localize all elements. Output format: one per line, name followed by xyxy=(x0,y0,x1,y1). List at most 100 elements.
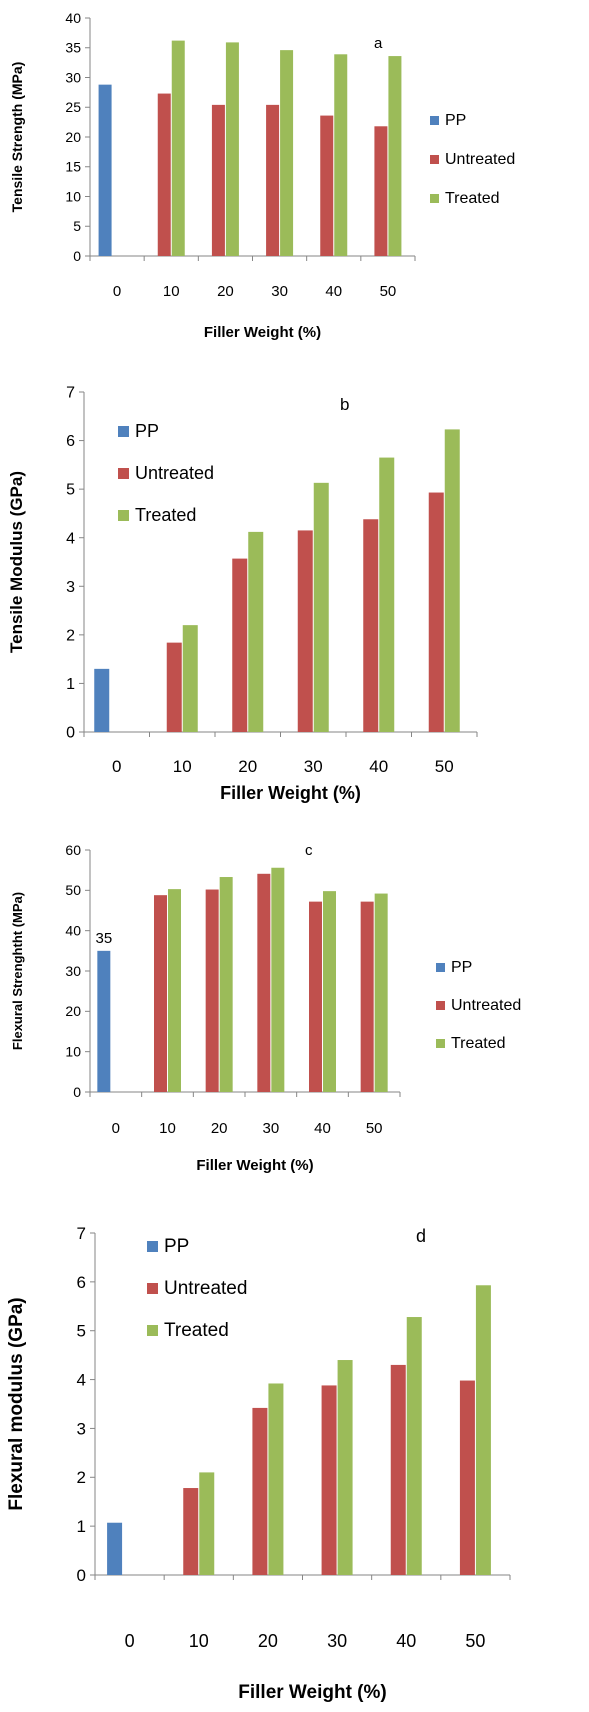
bar-treated-10 xyxy=(182,625,198,732)
legend-label-treated: Treated xyxy=(135,505,196,525)
bar-treated-40 xyxy=(334,54,348,256)
x-tick-label: 10 xyxy=(173,757,192,776)
bar-treated-50 xyxy=(388,56,402,256)
bar-untreated-50 xyxy=(428,492,444,732)
y-axis-label: Tensile Strength (MPa) xyxy=(9,62,25,213)
x-tick-label: 20 xyxy=(258,1631,278,1651)
y-tick-label: 0 xyxy=(77,1566,86,1585)
y-tick-label: 7 xyxy=(77,1224,86,1243)
legend-label-pp: PP xyxy=(164,1236,189,1257)
bar-untreated-10 xyxy=(166,642,182,732)
x-tick-label: 10 xyxy=(163,283,180,300)
x-tick-label: 30 xyxy=(304,757,323,776)
panel-annotation: d xyxy=(416,1226,426,1246)
bar-treated-20 xyxy=(268,1383,284,1575)
bar-treated-30 xyxy=(280,50,294,256)
y-tick-label: 30 xyxy=(65,69,81,85)
y-tick-label: 5 xyxy=(73,218,81,234)
bar-untreated-30 xyxy=(297,530,313,732)
legend-label-pp: PP xyxy=(451,959,472,976)
x-tick-label: 20 xyxy=(211,1120,228,1137)
bar-untreated-40 xyxy=(320,115,334,256)
x-tick-label: 40 xyxy=(325,283,342,300)
bar-treated-10 xyxy=(168,889,181,1092)
bar-untreated-30 xyxy=(257,873,271,1092)
bar-untreated-50 xyxy=(459,1380,475,1575)
y-tick-label: 1 xyxy=(77,1517,86,1536)
y-tick-label: 0 xyxy=(73,248,81,264)
y-tick-label: 6 xyxy=(66,433,75,450)
y-tick-label: 3 xyxy=(66,579,75,596)
bar-treated-40 xyxy=(379,457,395,732)
y-tick-label: 10 xyxy=(65,1044,81,1060)
bar-pp-0 xyxy=(98,84,112,256)
y-tick-label: 60 xyxy=(65,842,81,858)
x-axis-label: Filler Weight (%) xyxy=(220,783,361,803)
y-tick-label: 25 xyxy=(65,99,81,115)
y-tick-label: 7 xyxy=(66,385,75,402)
x-tick-label: 0 xyxy=(125,1631,135,1651)
legend-swatch-treated xyxy=(147,1325,158,1336)
bar-pp-0 xyxy=(107,1522,123,1575)
chart-c-svg: 0 10 20 30 40 50 60 0 10 20 30 40 50 35 c Flexural Stre… xyxy=(10,842,521,1174)
bar-untreated-40 xyxy=(309,901,322,1092)
x-tick-label: 10 xyxy=(189,1631,209,1651)
y-axis-label: Tensile Modulus (GPa) xyxy=(7,471,26,653)
bar-untreated-20 xyxy=(232,558,248,732)
bar-pp-0 xyxy=(97,950,111,1092)
y-axis-label: Flexural Strenghtht (MPa) xyxy=(10,892,25,1050)
bar-untreated-10 xyxy=(183,1488,199,1575)
y-axis-label: Flexural modulus (GPa) xyxy=(6,1297,27,1510)
bar-untreated-40 xyxy=(390,1364,406,1575)
chart-panel-c: 0 10 20 30 40 50 60 0 10 20 30 40 50 35 c Flexural Stre… xyxy=(0,830,589,1200)
data-label-pp-0: 35 xyxy=(95,930,112,947)
y-tick-label: 2 xyxy=(77,1468,86,1487)
y-tick-label: 2 xyxy=(66,627,75,644)
bar-treated-50 xyxy=(444,429,460,732)
y-tick-label: 40 xyxy=(65,10,81,26)
chart-panel-b: 0 1 2 3 4 5 6 7 0 10 20 30 40 50 b Tensile Modulus (GPa… xyxy=(0,370,589,820)
chart-b-svg: 0 1 2 3 4 5 6 7 0 10 20 30 40 50 b Tensile Modulus (GPa… xyxy=(7,385,478,803)
y-tick-label: 5 xyxy=(66,482,75,499)
bar-treated-30 xyxy=(271,867,285,1092)
y-tick-label: 3 xyxy=(77,1419,86,1438)
x-tick-label: 30 xyxy=(327,1631,347,1651)
bar-untreated-20 xyxy=(205,889,219,1092)
legend-swatch-untreated xyxy=(436,1001,445,1010)
legend-swatch-treated xyxy=(436,1039,445,1048)
x-tick-label: 30 xyxy=(262,1120,279,1137)
legend-swatch-pp xyxy=(118,426,129,437)
y-tick-label: 40 xyxy=(65,923,81,939)
y-tick-label: 10 xyxy=(65,188,81,204)
y-tick-label: 4 xyxy=(66,530,75,547)
x-tick-label: 50 xyxy=(465,1631,485,1651)
panel-annotation: b xyxy=(340,395,349,414)
x-axis-label: Filler Weight (%) xyxy=(204,324,321,341)
bar-treated-50 xyxy=(374,893,388,1092)
y-tick-label: 35 xyxy=(65,40,81,56)
legend-label-treated: Treated xyxy=(445,190,500,207)
legend-swatch-untreated xyxy=(147,1283,158,1294)
y-tick-label: 4 xyxy=(77,1371,86,1390)
bar-untreated-30 xyxy=(321,1385,337,1575)
y-tick-label: 6 xyxy=(77,1273,86,1292)
bar-untreated-20 xyxy=(211,104,225,257)
panel-annotation: a xyxy=(374,35,383,52)
bar-untreated-10 xyxy=(154,895,167,1092)
y-tick-label: 15 xyxy=(65,159,81,175)
bar-pp-0 xyxy=(94,668,110,732)
x-tick-label: 0 xyxy=(112,757,121,776)
y-tick-label: 0 xyxy=(73,1084,81,1100)
x-tick-label: 40 xyxy=(314,1120,331,1137)
bar-treated-20 xyxy=(219,877,233,1092)
x-tick-label: 40 xyxy=(396,1631,416,1651)
y-tick-label: 20 xyxy=(65,129,81,145)
y-tick-label: 30 xyxy=(65,963,81,979)
legend-swatch-pp xyxy=(436,963,445,972)
bar-treated-20 xyxy=(248,531,264,732)
bar-untreated-50 xyxy=(360,901,374,1092)
x-tick-label: 50 xyxy=(366,1120,383,1137)
y-tick-label: 5 xyxy=(77,1322,86,1341)
bar-treated-20 xyxy=(225,42,239,256)
legend-label-pp: PP xyxy=(445,112,466,129)
